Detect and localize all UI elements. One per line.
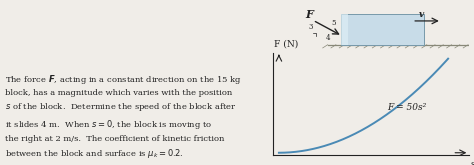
Bar xyxy=(341,15,424,45)
Text: 5: 5 xyxy=(331,19,336,27)
Text: F = 50s²: F = 50s² xyxy=(387,103,426,112)
Text: s (m): s (m) xyxy=(471,159,474,165)
Text: 4: 4 xyxy=(326,34,330,42)
Text: 3: 3 xyxy=(309,23,313,31)
Text: F: F xyxy=(305,9,313,20)
Text: The force $\boldsymbol{F}$, acting in a constant direction on the 15 kg
block, h: The force $\boldsymbol{F}$, acting in a … xyxy=(5,73,241,161)
Text: F (N): F (N) xyxy=(274,39,298,48)
Bar xyxy=(341,15,348,45)
Text: v: v xyxy=(419,10,424,19)
